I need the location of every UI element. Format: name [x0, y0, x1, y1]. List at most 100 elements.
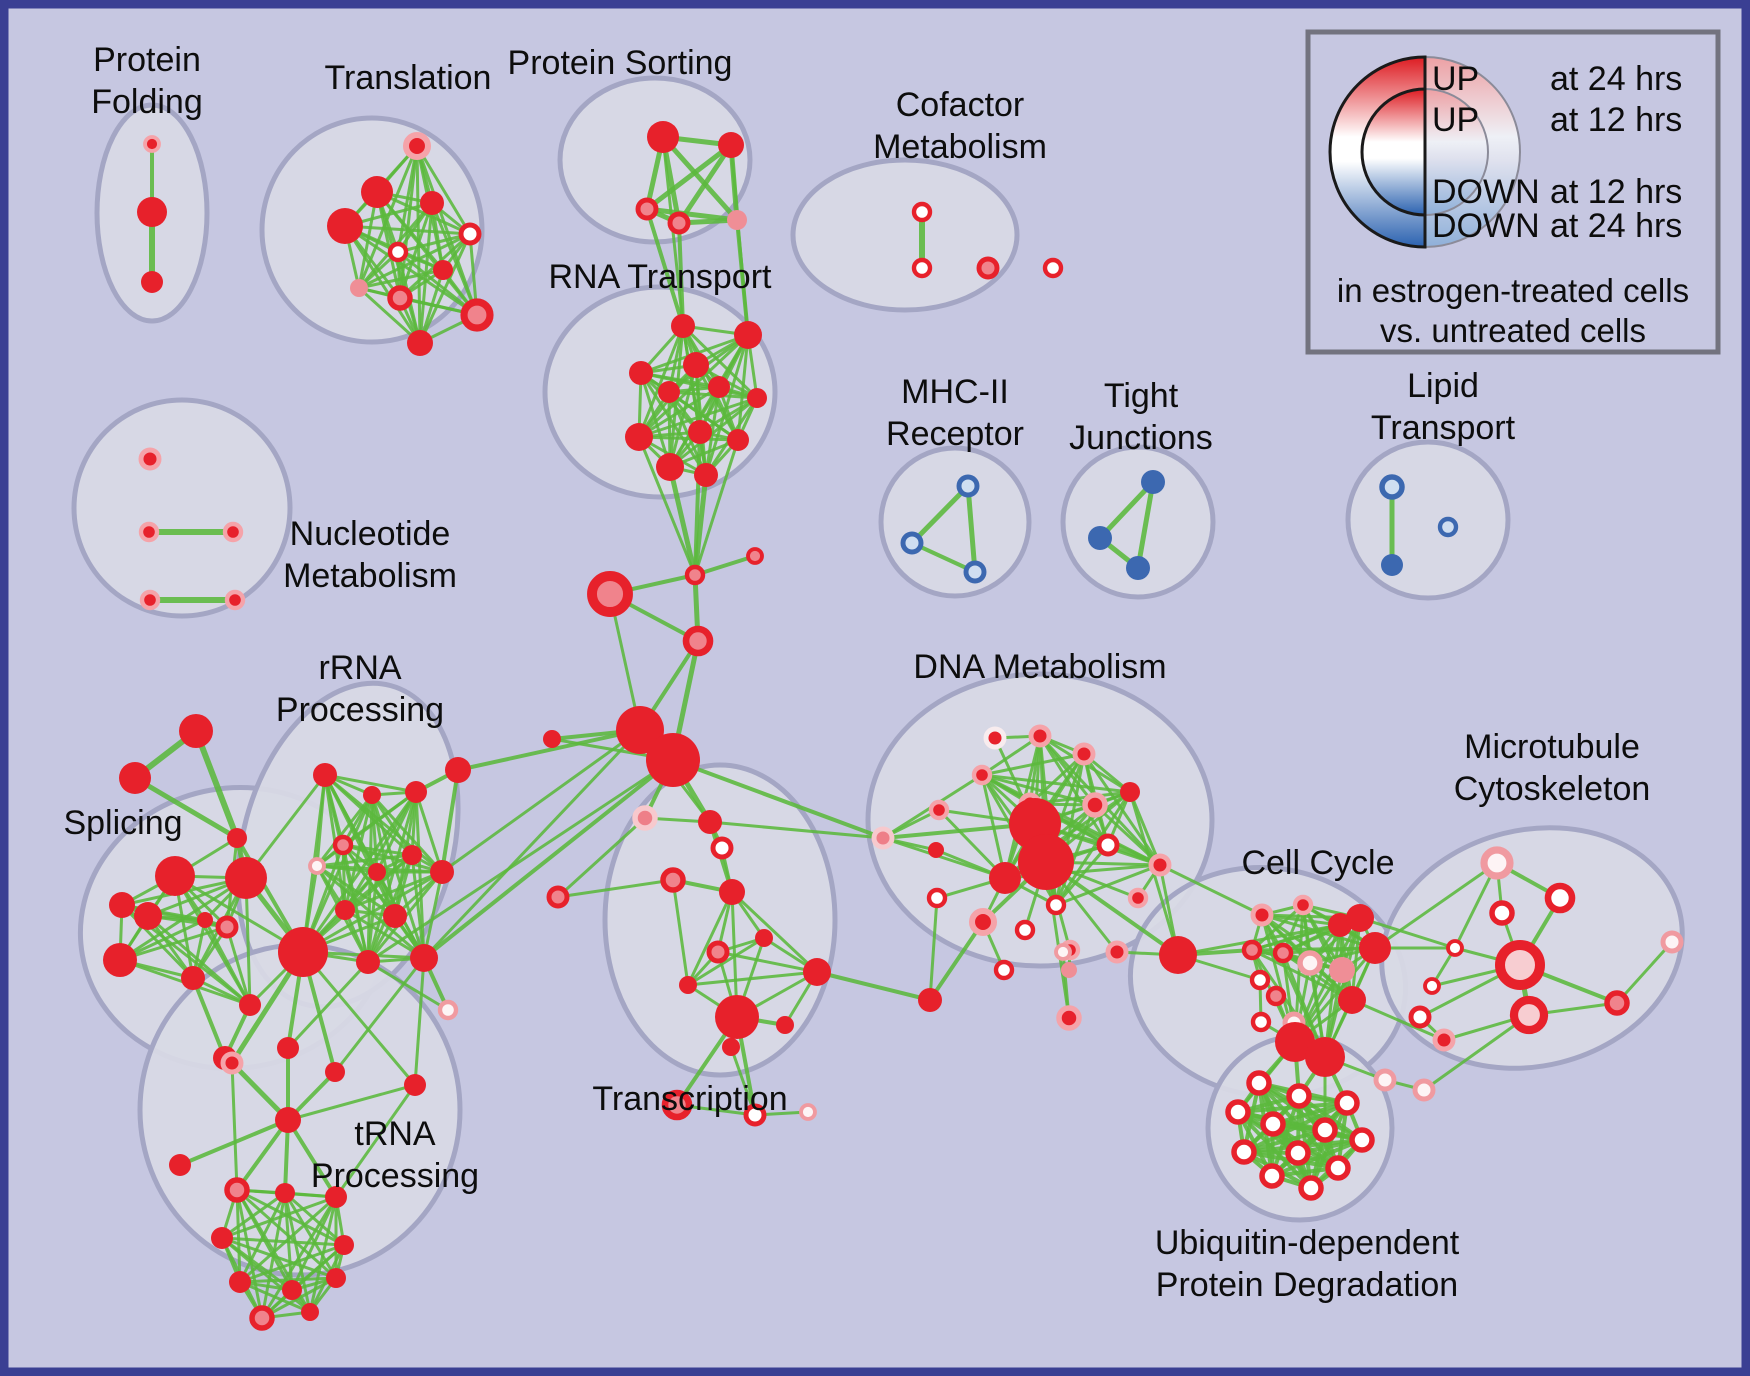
network-node[interactable]	[661, 1089, 693, 1121]
network-node[interactable]	[1544, 882, 1576, 914]
network-node[interactable]	[1379, 474, 1405, 500]
network-node[interactable]	[420, 191, 444, 215]
network-node[interactable]	[1225, 1099, 1251, 1125]
network-node[interactable]	[746, 547, 764, 565]
network-node[interactable]	[1018, 834, 1074, 890]
network-node[interactable]	[1329, 957, 1355, 983]
network-node[interactable]	[387, 285, 413, 311]
network-node[interactable]	[1250, 903, 1274, 927]
network-node[interactable]	[918, 988, 942, 1012]
network-node[interactable]	[706, 940, 730, 964]
network-node[interactable]	[356, 950, 380, 974]
network-node[interactable]	[402, 131, 432, 161]
network-node[interactable]	[1338, 986, 1366, 1014]
network-node[interactable]	[109, 892, 135, 918]
network-node[interactable]	[1082, 792, 1108, 818]
network-node[interactable]	[1250, 1011, 1272, 1033]
network-node[interactable]	[445, 757, 471, 783]
network-node[interactable]	[313, 763, 337, 787]
network-node[interactable]	[871, 826, 895, 850]
network-node[interactable]	[684, 564, 706, 586]
network-node[interactable]	[103, 943, 137, 977]
network-node[interactable]	[1088, 526, 1112, 550]
network-node[interactable]	[181, 966, 205, 990]
network-node[interactable]	[134, 902, 162, 930]
network-node[interactable]	[224, 589, 246, 611]
network-node[interactable]	[1286, 1083, 1312, 1109]
network-node[interactable]	[437, 999, 459, 1021]
network-node[interactable]	[688, 420, 712, 444]
network-node[interactable]	[1028, 724, 1052, 748]
network-node[interactable]	[1305, 1037, 1345, 1077]
network-node[interactable]	[971, 764, 993, 786]
network-node[interactable]	[361, 176, 393, 208]
network-node[interactable]	[215, 915, 239, 939]
network-node[interactable]	[368, 863, 386, 881]
network-node[interactable]	[911, 201, 933, 223]
network-node[interactable]	[404, 1074, 426, 1096]
network-node[interactable]	[587, 571, 633, 617]
network-node[interactable]	[1285, 1140, 1311, 1166]
network-node[interactable]	[1246, 1070, 1272, 1096]
network-node[interactable]	[326, 1268, 346, 1288]
network-node[interactable]	[632, 805, 658, 831]
network-node[interactable]	[433, 260, 453, 280]
network-node[interactable]	[1260, 1111, 1286, 1137]
network-node[interactable]	[143, 135, 161, 153]
network-node[interactable]	[334, 1235, 354, 1255]
network-node[interactable]	[1141, 470, 1165, 494]
network-node[interactable]	[715, 995, 759, 1039]
network-node[interactable]	[926, 887, 948, 909]
network-node[interactable]	[222, 521, 244, 543]
network-node[interactable]	[407, 330, 433, 356]
network-node[interactable]	[282, 1280, 302, 1300]
network-node[interactable]	[278, 927, 328, 977]
network-node[interactable]	[141, 271, 163, 293]
network-node[interactable]	[1346, 904, 1374, 932]
network-node[interactable]	[277, 1037, 299, 1059]
network-node[interactable]	[1489, 900, 1515, 926]
network-node[interactable]	[928, 842, 944, 858]
network-node[interactable]	[1159, 936, 1197, 974]
network-node[interactable]	[983, 726, 1007, 750]
network-node[interactable]	[402, 845, 422, 865]
network-node[interactable]	[1297, 950, 1323, 976]
network-node[interactable]	[755, 929, 773, 947]
network-node[interactable]	[1127, 887, 1149, 909]
network-node[interactable]	[1241, 939, 1263, 961]
network-node[interactable]	[1056, 1005, 1082, 1031]
network-node[interactable]	[1231, 1139, 1257, 1165]
network-node[interactable]	[722, 1038, 740, 1056]
network-node[interactable]	[616, 706, 664, 754]
network-node[interactable]	[1349, 1127, 1375, 1153]
network-node[interactable]	[249, 1305, 275, 1331]
network-node[interactable]	[1292, 894, 1314, 916]
network-node[interactable]	[1604, 990, 1630, 1016]
network-node[interactable]	[1272, 942, 1294, 964]
network-node[interactable]	[776, 1016, 794, 1034]
network-node[interactable]	[963, 560, 987, 584]
network-node[interactable]	[968, 907, 998, 937]
network-node[interactable]	[635, 197, 659, 221]
network-node[interactable]	[275, 1107, 301, 1133]
network-node[interactable]	[682, 625, 714, 657]
network-node[interactable]	[1298, 1175, 1324, 1201]
network-node[interactable]	[227, 828, 247, 848]
network-node[interactable]	[458, 222, 482, 246]
network-node[interactable]	[679, 976, 697, 994]
network-node[interactable]	[1275, 1022, 1315, 1062]
network-node[interactable]	[734, 321, 762, 349]
network-node[interactable]	[1325, 1155, 1351, 1181]
network-node[interactable]	[1054, 943, 1072, 961]
network-node[interactable]	[363, 786, 381, 804]
network-node[interactable]	[799, 1103, 817, 1121]
network-node[interactable]	[138, 447, 162, 471]
network-node[interactable]	[1249, 969, 1271, 991]
network-node[interactable]	[694, 463, 718, 487]
network-node[interactable]	[1446, 939, 1464, 957]
network-node[interactable]	[335, 900, 355, 920]
network-node[interactable]	[325, 1062, 345, 1082]
network-node[interactable]	[993, 959, 1015, 981]
network-node[interactable]	[301, 1303, 319, 1321]
network-node[interactable]	[1072, 742, 1096, 766]
